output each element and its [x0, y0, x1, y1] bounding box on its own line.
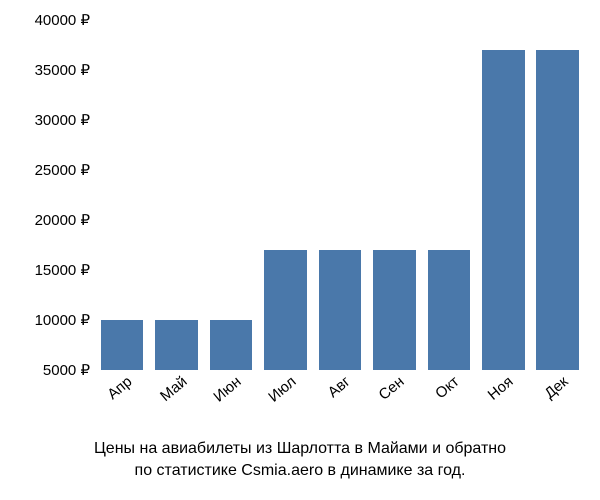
bar	[210, 320, 252, 370]
x-tick-label: Ноя	[485, 373, 517, 404]
bar	[101, 320, 143, 370]
bar-slot: Авг	[313, 20, 367, 370]
x-tick-label: Дек	[541, 373, 571, 402]
y-tick-label: 40000 ₽	[35, 11, 90, 29]
bar-slot: Июн	[204, 20, 258, 370]
x-tick-label: Май	[157, 373, 190, 405]
chart-caption: Цены на авиабилеты из Шарлотта в Майами …	[0, 438, 600, 481]
price-chart: АпрМайИюнИюлАвгСенОктНояДек 5000 ₽10000 …	[0, 0, 600, 500]
bar-group: АпрМайИюнИюлАвгСенОктНояДек	[95, 20, 585, 370]
x-tick-label: Окт	[432, 373, 462, 402]
bar	[482, 50, 524, 370]
caption-line-1: Цены на авиабилеты из Шарлотта в Майами …	[94, 440, 506, 457]
bar	[155, 320, 197, 370]
x-tick-label: Апр	[105, 373, 136, 403]
y-tick-label: 15000 ₽	[35, 261, 90, 279]
bar-slot: Апр	[95, 20, 149, 370]
bar	[264, 250, 306, 370]
bar-slot: Май	[149, 20, 203, 370]
x-tick-label: Сен	[376, 373, 408, 404]
plot-area: АпрМайИюнИюлАвгСенОктНояДек	[95, 20, 585, 370]
x-tick-label: Июл	[265, 373, 299, 406]
caption-line-2: по статистике Csmia.aero в динамике за г…	[135, 462, 466, 479]
bar	[428, 250, 470, 370]
bar	[373, 250, 415, 370]
bar	[536, 50, 578, 370]
y-tick-label: 5000 ₽	[43, 361, 90, 379]
bar	[319, 250, 361, 370]
y-tick-label: 20000 ₽	[35, 211, 90, 229]
bar-slot: Сен	[367, 20, 421, 370]
y-tick-label: 25000 ₽	[35, 161, 90, 179]
x-tick-label: Июн	[210, 373, 244, 406]
bar-slot: Дек	[531, 20, 585, 370]
x-tick-label: Авг	[325, 373, 354, 401]
y-tick-label: 35000 ₽	[35, 61, 90, 79]
y-tick-label: 30000 ₽	[35, 111, 90, 129]
bar-slot: Ноя	[476, 20, 530, 370]
bar-slot: Окт	[422, 20, 476, 370]
bar-slot: Июл	[258, 20, 312, 370]
y-tick-label: 10000 ₽	[35, 311, 90, 329]
